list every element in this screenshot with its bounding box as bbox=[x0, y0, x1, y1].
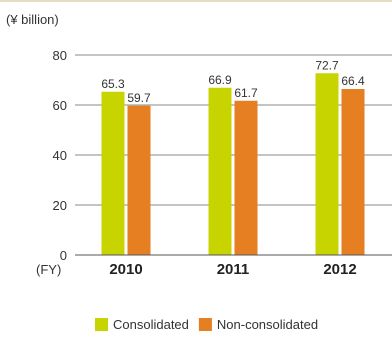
bar-non-consolidated-2010 bbox=[127, 105, 151, 255]
x-category-label: 2010 bbox=[109, 261, 142, 278]
legend-swatch bbox=[95, 318, 108, 331]
value-label: 59.7 bbox=[127, 91, 151, 105]
legend-swatch bbox=[198, 318, 212, 331]
value-label: 66.9 bbox=[208, 73, 232, 87]
y-axis-ticks: 0 20 40 60 80 bbox=[53, 48, 67, 263]
value-label: 61.7 bbox=[234, 86, 258, 100]
y-tick-label: 20 bbox=[53, 198, 67, 213]
unit-label: (¥ billion) bbox=[6, 12, 59, 27]
y-tick-label: 80 bbox=[53, 48, 67, 63]
bar-consolidated-2011 bbox=[208, 87, 232, 255]
bars bbox=[101, 73, 365, 255]
value-labels: 65.359.7 66.961.7 72.766.4 bbox=[101, 58, 365, 105]
x-category-label: 2012 bbox=[323, 261, 356, 278]
fy-label: (FY) bbox=[36, 262, 61, 277]
legend-label: Non-consolidated bbox=[217, 317, 318, 332]
legend-label: Consolidated bbox=[113, 317, 189, 332]
x-category-label: 2011 bbox=[217, 261, 250, 278]
y-tick-label: 0 bbox=[60, 248, 67, 263]
value-label: 65.3 bbox=[101, 77, 125, 91]
bar-non-consolidated-2012 bbox=[341, 89, 365, 255]
y-tick-label: 40 bbox=[53, 148, 67, 163]
bar-non-consolidated-2011 bbox=[234, 100, 258, 255]
x-axis-categories: 2010 2011 2012 bbox=[109, 261, 356, 278]
value-label: 66.4 bbox=[341, 74, 365, 88]
bar-consolidated-2012 bbox=[315, 73, 339, 255]
bar-consolidated-2010 bbox=[101, 91, 125, 255]
y-tick-label: 60 bbox=[53, 98, 67, 113]
legend: Consolidated Non-consolidated bbox=[95, 317, 318, 332]
value-label: 72.7 bbox=[315, 58, 339, 72]
